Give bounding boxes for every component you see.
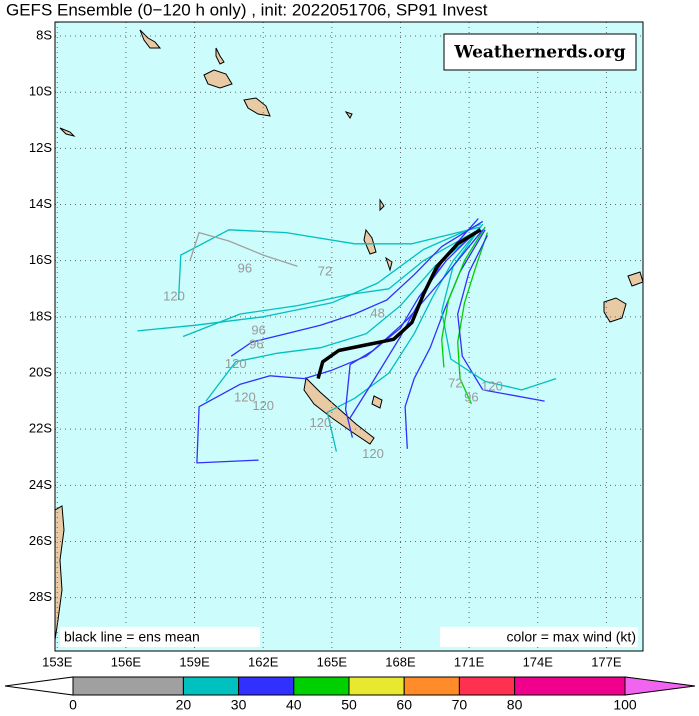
hour-label: 120 (310, 415, 332, 430)
y-tick-label: 28S (29, 589, 52, 604)
colorbar-segment (403, 676, 460, 696)
track (189, 231, 298, 267)
hour-label: 96 (251, 322, 265, 337)
x-tick-label: 156E (111, 654, 142, 669)
colorbar-label: 50 (341, 697, 357, 713)
colorbar-segment (238, 676, 295, 696)
colorbar-label: 20 (176, 697, 192, 713)
hour-label: 72 (318, 263, 332, 278)
note-box (440, 627, 638, 647)
colorbar-segment (348, 676, 405, 696)
colorbar-segment (514, 676, 626, 696)
track (441, 226, 486, 368)
tracks (137, 218, 557, 464)
x-tick-label: 165E (317, 654, 348, 669)
chart-title: GEFS Ensemble (0−120 h only) , init: 202… (6, 0, 488, 19)
note-box (60, 627, 260, 647)
land (54, 29, 644, 641)
colorbar-label: 100 (613, 697, 637, 713)
track (457, 232, 489, 405)
y-tick-label: 18S (29, 308, 52, 323)
y-tick-label: 16S (29, 252, 52, 267)
hour-label: 120 (234, 390, 256, 405)
y-tick-label: 26S (29, 533, 52, 548)
colorbar-over (624, 676, 696, 696)
track (205, 232, 477, 402)
colorbar-under (4, 676, 74, 696)
y-tick-label: 14S (29, 196, 52, 211)
map-frame (54, 21, 644, 652)
x-tick-label: 162E (248, 654, 279, 669)
track (316, 228, 482, 380)
x-tick-label: 174E (523, 654, 554, 669)
track (344, 229, 484, 438)
ocean (55, 22, 643, 651)
hour-label: 120 (481, 378, 503, 393)
hour-label: 120 (163, 289, 185, 304)
y-tick-label: 20S (29, 364, 52, 379)
track (457, 235, 545, 402)
y-tick-label: 24S (29, 477, 52, 492)
x-tick-label: 153E (42, 654, 73, 669)
x-tick-label: 177E (591, 654, 622, 669)
note-right: color = max wind (kt) (506, 629, 636, 645)
x-tick-label: 159E (179, 654, 210, 669)
hour-label: 96 (249, 336, 263, 351)
track (137, 223, 481, 332)
colorbar-label: 80 (507, 697, 523, 713)
hour-label: 120 (252, 398, 274, 413)
track (182, 229, 479, 338)
note-left: black line = ens mean (64, 629, 200, 645)
colorbar: 0 20 30 40 50 60 70 80 100 (4, 676, 696, 713)
watermark: Weathernerds.org (453, 43, 625, 63)
hour-label: 120 (362, 446, 384, 461)
x-tick-label: 171E (454, 654, 485, 669)
colorbar-segment (293, 676, 350, 696)
hour-label: 48 (370, 305, 384, 320)
y-tick-label: 12S (29, 140, 52, 155)
hour-label: 120 (225, 356, 247, 371)
hour-label: 72 (448, 376, 462, 391)
hour-label: 96 (464, 390, 478, 405)
colorbar-label: 70 (452, 697, 468, 713)
y-tick-label: 22S (29, 421, 52, 436)
watermark-box (443, 33, 637, 71)
colorbar-label: 60 (396, 697, 412, 713)
track (177, 226, 481, 301)
y-tick-label: 8S (36, 27, 52, 42)
colorbar-segment (458, 676, 516, 696)
colorbar-segment (72, 676, 184, 696)
colorbar-label: 30 (231, 697, 247, 713)
track (326, 223, 484, 452)
track (230, 220, 484, 357)
hour-label: 96 (238, 261, 252, 276)
y-tick-label: 10S (29, 84, 52, 99)
colorbar-label: 40 (286, 697, 302, 713)
colorbar-label: 0 (69, 697, 77, 713)
x-tick-label: 168E (385, 654, 416, 669)
colorbar-segment (182, 676, 240, 696)
